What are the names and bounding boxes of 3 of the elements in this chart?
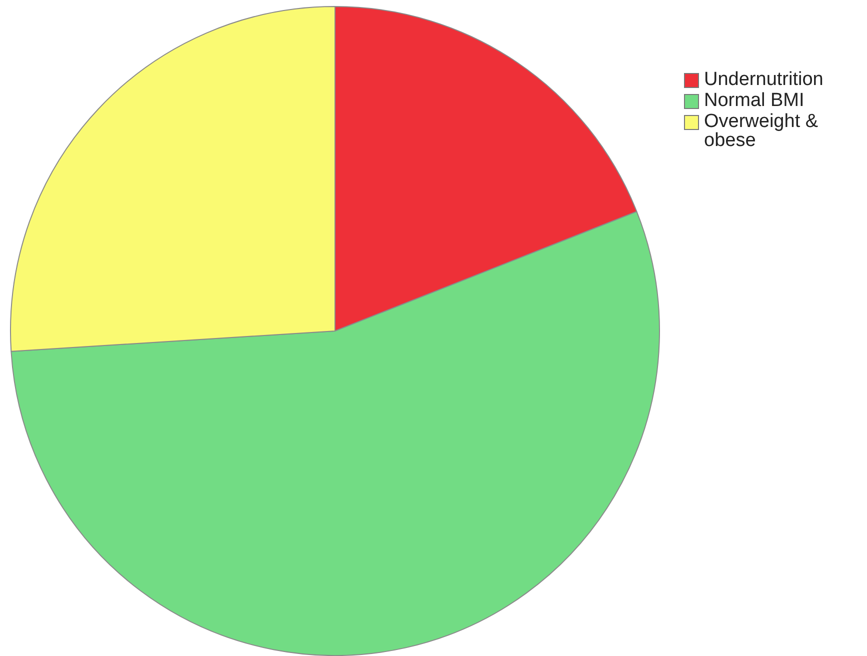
legend-label: Normal BMI xyxy=(704,90,804,111)
legend-label: Overweight & obese xyxy=(704,111,820,151)
legend-label: Undernutrition xyxy=(704,69,824,90)
